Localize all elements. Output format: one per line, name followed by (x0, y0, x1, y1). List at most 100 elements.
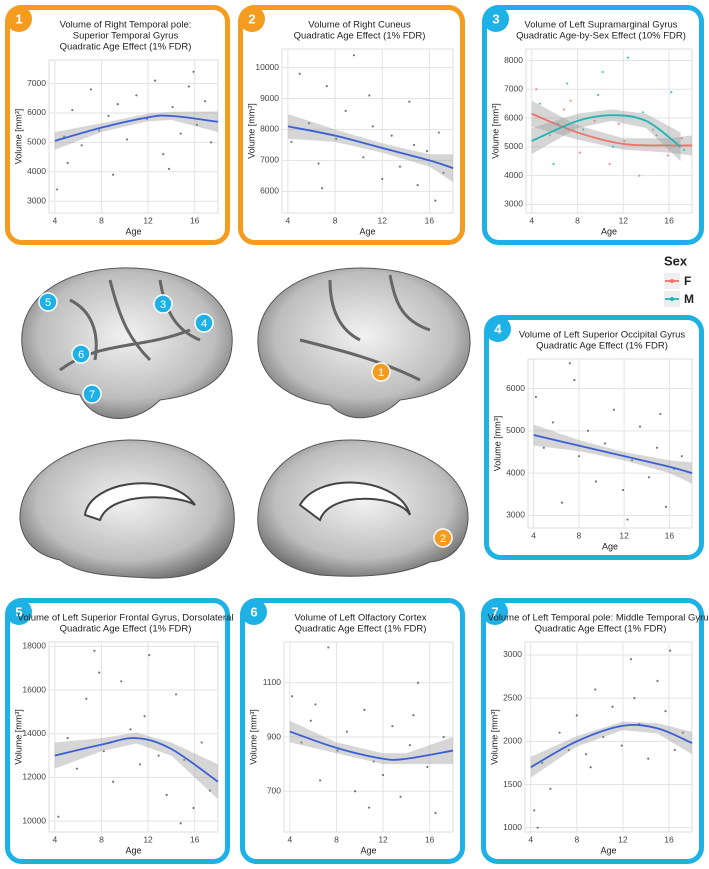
chart-title: Volume of Right Cuneus (308, 20, 411, 31)
chart-title: Quadratic Age-by-Sex Effect (10% FDR) (516, 31, 686, 42)
data-point (655, 134, 658, 137)
chart-title: Volume of Left Superior Occipital Gyrus (519, 330, 686, 341)
data-point (93, 649, 96, 652)
panel-number: 5 (15, 604, 22, 619)
data-point (290, 140, 293, 143)
region-marker-number: 4 (201, 318, 207, 330)
data-point (437, 131, 440, 134)
data-point (363, 708, 366, 711)
y-tick-label: 10000 (22, 815, 46, 825)
data-point (664, 709, 667, 713)
x-tick-label: 8 (99, 215, 104, 225)
x-tick-label: 4 (52, 215, 57, 225)
x-tick-label: 12 (143, 215, 153, 225)
data-point (535, 88, 538, 91)
chart-title: Quadratic Age Effect (1% FDR) (294, 31, 426, 42)
data-point (75, 767, 79, 770)
y-tick-label: 10000 (255, 62, 279, 72)
region-marker (433, 528, 453, 548)
panel-badge (482, 599, 508, 625)
y-tick-label: 3000 (27, 195, 46, 205)
y-tick-label: 6000 (260, 186, 279, 196)
panel-number: 6 (250, 604, 257, 619)
brain-images (19, 267, 471, 579)
confidence-band (530, 721, 692, 778)
panel-number: 1 (15, 11, 22, 26)
x-tick-label: 16 (425, 215, 435, 225)
chart-title: Superior Temporal Gyrus (73, 31, 179, 42)
data-point (167, 167, 171, 170)
data-point (372, 760, 375, 763)
y-tick-label: 9000 (260, 93, 279, 103)
data-point (56, 188, 59, 191)
fit-line (54, 737, 219, 783)
panel-number: 2 (248, 11, 255, 26)
data-point (98, 671, 101, 674)
plot-area (48, 59, 219, 214)
data-point (666, 154, 670, 157)
fit-line (530, 723, 693, 769)
data-point (567, 748, 570, 752)
chart-title: Quadratic Age Effect (1% FDR) (536, 341, 668, 352)
y-tick-label: 5000 (506, 425, 525, 435)
data-point (549, 787, 552, 790)
region-marker-number: 7 (89, 389, 95, 401)
data-point (399, 795, 402, 798)
data-point (63, 135, 66, 138)
region-marker (38, 292, 58, 312)
panel-badge (6, 6, 32, 32)
panel: 4 Volume of Left Superior Occipital Gyrus… (484, 315, 704, 560)
x-tick-label: 16 (664, 215, 674, 225)
data-point (670, 91, 673, 94)
data-point (620, 744, 623, 747)
region-marker (71, 344, 91, 364)
y-tick-label: 14000 (22, 728, 46, 738)
data-point (568, 362, 571, 365)
panel-number: 7 (491, 604, 498, 619)
confidence-band (54, 732, 218, 800)
region-marker-number: 6 (78, 349, 84, 361)
confidence-band (289, 720, 453, 765)
data-point (551, 421, 554, 424)
data-point (536, 826, 539, 829)
data-point (345, 730, 349, 733)
data-point (195, 123, 199, 126)
data-point (187, 85, 190, 88)
data-point (71, 108, 74, 112)
y-tick-label: 1500 (503, 779, 522, 789)
data-point (651, 128, 655, 131)
legend-dot (670, 279, 674, 283)
panel-badge (6, 599, 32, 625)
data-point (611, 705, 614, 708)
data-point (533, 809, 536, 812)
x-axis-label: Age (602, 541, 618, 551)
region-marker-number: 3 (160, 299, 166, 311)
data-point (367, 806, 371, 809)
data-point (66, 736, 69, 740)
data-point (552, 162, 555, 166)
legend-label: F (684, 274, 691, 288)
data-point (562, 108, 565, 111)
data-point (442, 171, 445, 174)
data-point (434, 811, 437, 815)
x-tick-label: 4 (52, 834, 57, 844)
region-marker (371, 362, 391, 382)
y-tick-label: 3000 (506, 510, 525, 520)
data-point (582, 128, 585, 131)
data-point (102, 750, 105, 753)
confidence-band (54, 111, 218, 150)
data-point (573, 379, 576, 382)
y-tick-label: 8000 (504, 55, 523, 65)
data-point (425, 150, 429, 153)
data-point (325, 85, 328, 88)
y-axis-label: Volume [mm³] (248, 709, 258, 765)
data-point (162, 153, 165, 156)
data-point (577, 455, 580, 458)
data-point (578, 151, 581, 154)
data-point (183, 758, 186, 762)
chart-title: Volume of Left Supramarginal Gyrus (524, 20, 677, 31)
y-axis-label: Volume [mm³] (490, 103, 500, 159)
